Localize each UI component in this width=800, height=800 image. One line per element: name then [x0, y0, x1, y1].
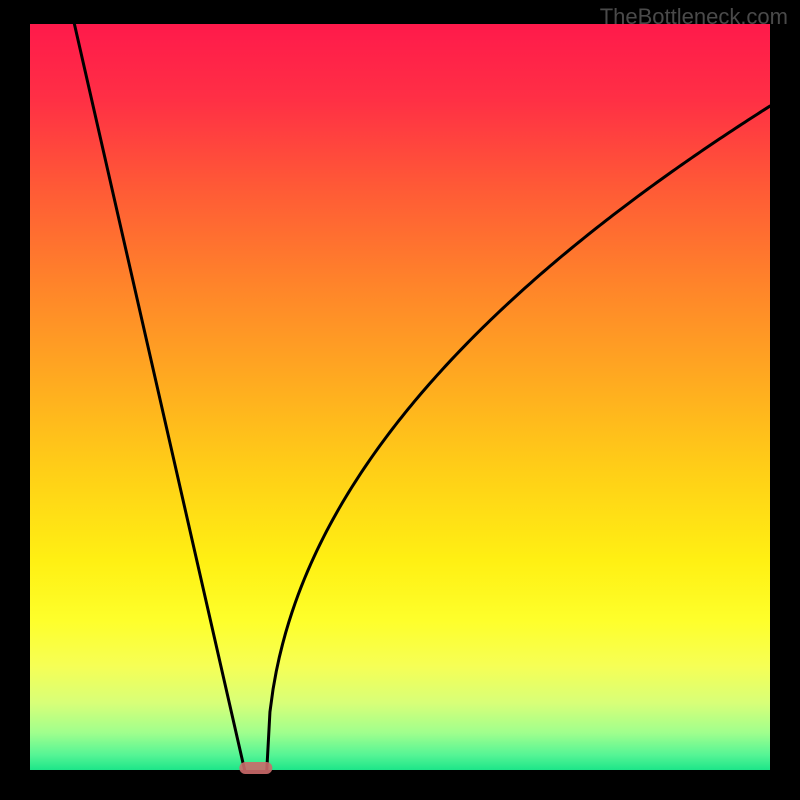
- bottleneck-curve: [30, 24, 770, 770]
- optimal-point-marker: [239, 762, 272, 774]
- plot-area: [30, 24, 770, 770]
- chart-frame: TheBottleneck.com: [0, 0, 800, 800]
